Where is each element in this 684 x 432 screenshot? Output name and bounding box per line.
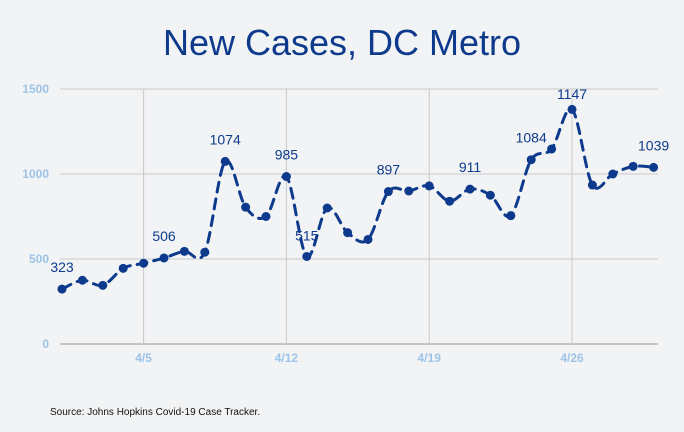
y-axis-ticks: 0 500 1000 1500 xyxy=(22,82,49,351)
data-label: 985 xyxy=(275,147,299,163)
data-point xyxy=(179,246,189,256)
data-point xyxy=(608,169,618,179)
data-label: 1084 xyxy=(516,130,547,146)
series-path xyxy=(60,107,656,291)
data-label: 506 xyxy=(152,228,176,244)
data-point xyxy=(159,253,169,263)
data-point xyxy=(465,184,475,194)
data-point xyxy=(506,211,516,221)
data-label: 897 xyxy=(377,162,401,178)
data-label: 515 xyxy=(295,227,319,243)
data-point xyxy=(77,275,87,285)
chart-title: New Cases, DC Metro xyxy=(162,22,522,63)
data-label: 323 xyxy=(50,259,74,275)
data-point xyxy=(118,263,128,273)
y-tick-label: 500 xyxy=(29,252,49,266)
data-point xyxy=(363,234,373,244)
y-tick-label: 1000 xyxy=(22,167,49,181)
data-point xyxy=(567,104,577,114)
data-label: 911 xyxy=(459,159,482,175)
data-point xyxy=(485,190,495,200)
data-point xyxy=(526,155,536,165)
y-tick-label: 0 xyxy=(42,337,49,351)
data-label: 1147 xyxy=(557,86,587,102)
x-tick-label: 4/19 xyxy=(418,351,442,365)
grid xyxy=(60,88,658,345)
data-point xyxy=(322,203,332,213)
data-label: 1039 xyxy=(638,137,669,153)
x-tick-label: 4/5 xyxy=(135,351,152,365)
data-point xyxy=(445,196,455,206)
data-point xyxy=(547,144,557,154)
data-point xyxy=(343,228,353,238)
data-point xyxy=(404,186,414,196)
data-point xyxy=(200,247,210,257)
x-tick-label: 4/26 xyxy=(560,351,584,365)
series-line xyxy=(60,107,656,291)
data-point xyxy=(261,212,271,221)
data-points xyxy=(57,104,659,294)
data-point xyxy=(628,161,638,171)
data-label: 1074 xyxy=(210,131,241,147)
y-tick-label: 1500 xyxy=(22,82,49,96)
x-tick-label: 4/12 xyxy=(275,351,299,365)
data-point xyxy=(424,181,434,191)
data-point xyxy=(98,280,108,290)
data-point xyxy=(281,172,291,182)
data-point xyxy=(587,180,597,190)
data-point xyxy=(139,258,149,268)
x-axis-ticks: 4/5 4/12 4/19 4/26 xyxy=(135,351,584,365)
data-point xyxy=(649,162,659,172)
data-labels: 323 506 1074 985 515 897 911 1084 1147 1039 xyxy=(50,86,669,275)
data-point xyxy=(302,251,312,261)
source-note: Source: Johns Hopkins Covid-19 Case Trac… xyxy=(50,407,261,418)
data-point xyxy=(57,284,67,294)
data-point xyxy=(241,202,251,212)
data-point xyxy=(220,156,230,166)
data-point xyxy=(383,187,393,197)
